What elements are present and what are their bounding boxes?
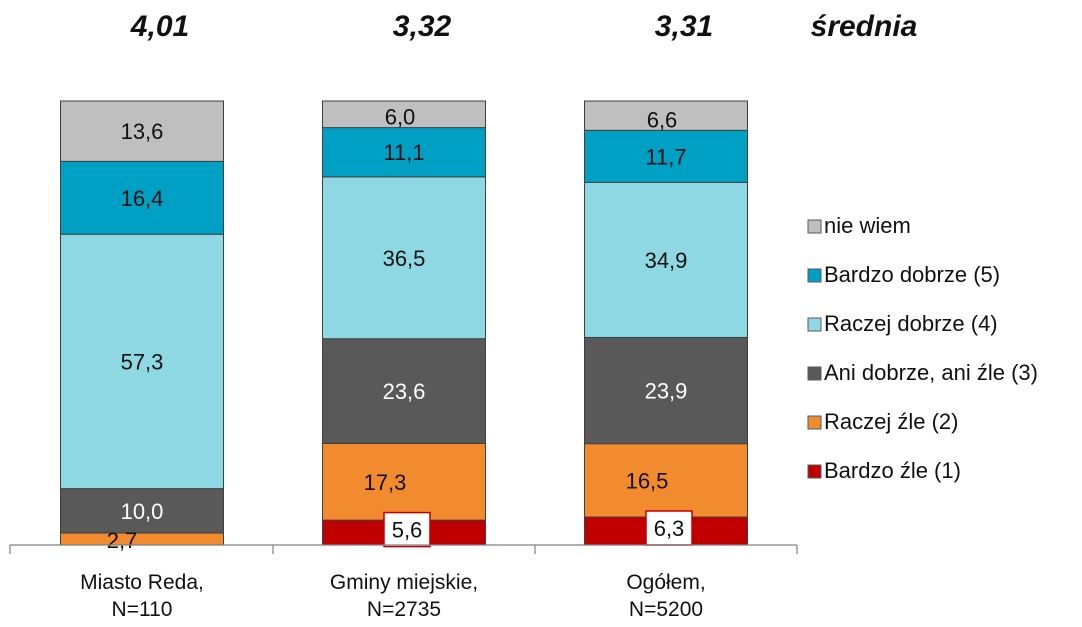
legend-label: nie wiem (824, 213, 911, 238)
data-label: 23,6 (383, 379, 426, 404)
bar-segment (322, 176, 486, 340)
legend-label: Raczej źle (2) (824, 409, 958, 434)
average-value: 3,31 (655, 10, 713, 43)
bar-segment (60, 100, 224, 162)
data-label: 23,9 (645, 379, 688, 404)
category-label: Ogółem, (626, 571, 705, 594)
data-label: 6,0 (385, 105, 416, 130)
bar-segment (322, 338, 486, 444)
legend-label: Bardzo źle (1) (824, 458, 961, 483)
data-label: 16,5 (626, 468, 669, 493)
data-label: 34,9 (645, 248, 688, 273)
data-label: 10,0 (121, 499, 164, 524)
bar-segment (60, 532, 224, 546)
data-label: 2,7 (107, 528, 138, 553)
legend: nie wiem Bardzo dobrze (5) Raczej dobrze (… (807, 213, 1038, 483)
legend-label: Bardzo dobrze (5) (824, 262, 1000, 287)
legend-swatch (807, 268, 822, 283)
bar-segment (322, 100, 486, 129)
data-label: 36,5 (383, 246, 426, 271)
bar-segment (584, 100, 748, 131)
legend-label: Ani dobrze, ani źle (3) (824, 360, 1038, 385)
category-label: N=2735 (367, 598, 441, 621)
legend-swatch (807, 415, 822, 430)
average-value: 4,01 (130, 10, 189, 43)
bar-segment (322, 442, 486, 521)
bar-segment (60, 233, 224, 490)
category-label: N=5200 (629, 598, 703, 621)
data-label: 11,7 (645, 144, 686, 169)
category-label: Gminy miejskie, (330, 571, 478, 594)
data-label: 6,6 (647, 107, 678, 132)
bar-segment (584, 181, 748, 338)
legend-swatch (807, 366, 822, 381)
data-label: 13,6 (121, 119, 164, 144)
bar-segment (584, 129, 748, 183)
averages-row: 4,01 3,32 3,31 średnia (130, 10, 918, 43)
data-label: 11,1 (383, 140, 424, 165)
average-label: średnia (811, 10, 918, 43)
legend-swatch (807, 219, 822, 234)
bar-segment (60, 488, 224, 534)
bars-group: 2,7 10,0 57,3 16,4 13,6 5,6 17,3 23,6 36,5 11,1 6,… (60, 100, 748, 553)
bar-segment (584, 443, 748, 518)
data-label: 6,3 (654, 516, 685, 541)
legend-label: Raczej dobrze (4) (824, 311, 998, 336)
legend-swatch (807, 464, 822, 479)
bar-segment (322, 127, 486, 178)
data-label: 5,6 (392, 518, 423, 543)
data-label-box (383, 511, 431, 548)
data-label: 16,4 (121, 186, 164, 211)
average-value: 3,32 (393, 10, 452, 43)
category-label: Miasto Reda, (80, 571, 204, 594)
data-label: 17,3 (364, 470, 407, 495)
legend-swatch (807, 317, 822, 332)
data-label-box (645, 510, 693, 546)
data-label: 57,3 (121, 349, 164, 374)
x-axis: Miasto Reda, N=110 Gminy miejskie, N=2735 Og… (9, 544, 798, 621)
category-label: N=110 (112, 598, 173, 621)
